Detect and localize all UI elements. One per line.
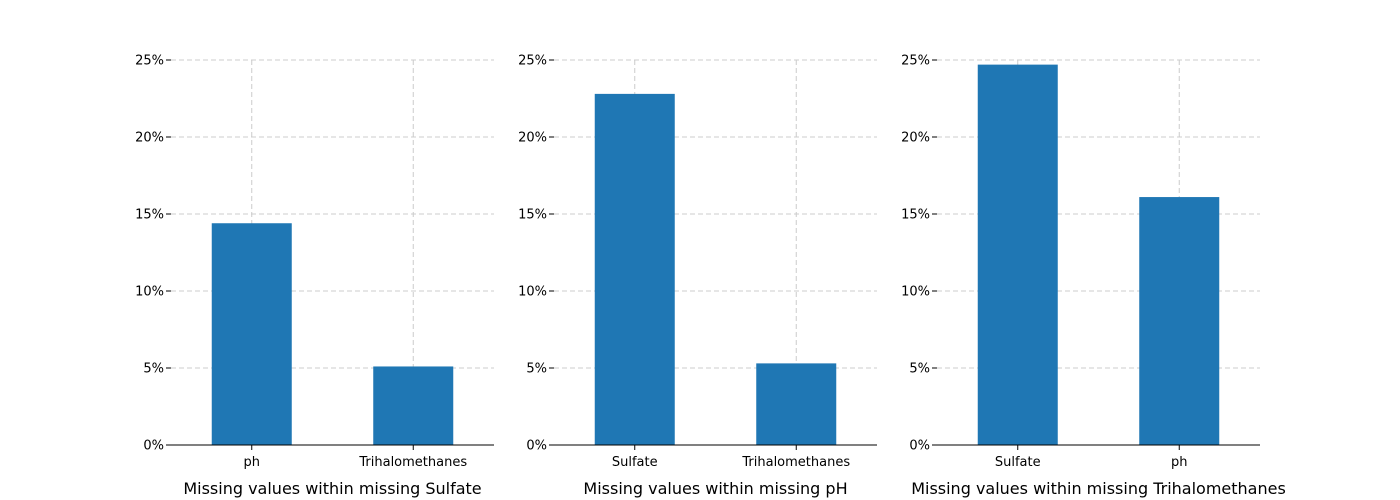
y-tick-label: 15% — [901, 208, 930, 223]
x-tick-label: Trihalomethanes — [358, 455, 467, 470]
y-tick-label: 15% — [135, 208, 164, 223]
bar-trihalomethanes — [373, 366, 454, 445]
bar-ph — [211, 223, 292, 445]
x-tick-label: ph — [1171, 455, 1188, 470]
x-axis-label: Missing values within missing pH — [583, 479, 847, 498]
chart-panel-3: 0% 5% 10% 15% 20% 25% Sulfate ph Missing values … — [901, 54, 1286, 499]
bar-ph — [1139, 197, 1220, 445]
x-tick-label: Sulfate — [612, 455, 658, 470]
y-tick-label: 25% — [901, 54, 930, 69]
y-tick-label: 0% — [143, 439, 164, 454]
y-tick-label: 5% — [909, 362, 930, 377]
y-tick-label: 0% — [909, 439, 930, 454]
y-tick-label: 20% — [135, 131, 164, 146]
y-tick-label: 25% — [518, 54, 547, 69]
y-tick-label: 25% — [135, 54, 164, 69]
bar-sulfate — [594, 93, 675, 445]
y-tick-label: 20% — [901, 131, 930, 146]
chart-panel-2: 0% 5% 10% 15% 20% 25% Sulfate Trihalomethanes Mi… — [518, 54, 877, 498]
y-tick-label: 5% — [526, 362, 547, 377]
y-tick-label: 10% — [518, 285, 547, 300]
x-axis-label: Missing values within missing Trihalomet… — [911, 479, 1286, 498]
y-tick-label: 5% — [143, 362, 164, 377]
y-tick-label: 15% — [518, 208, 547, 223]
x-tick-label: Trihalomethanes — [741, 455, 850, 470]
y-tick-label: 0% — [526, 439, 547, 454]
y-tick-label: 10% — [135, 285, 164, 300]
bar-trihalomethanes — [756, 363, 837, 445]
x-axis-label: Missing values within missing Sulfate — [183, 479, 481, 498]
x-tick-label: ph — [244, 455, 261, 470]
y-tick-label: 10% — [901, 285, 930, 300]
x-tick-label: Sulfate — [995, 455, 1041, 470]
bar-sulfate — [977, 64, 1058, 446]
y-tick-label: 20% — [518, 131, 547, 146]
chart-panel-1: 0% 5% 10% 15% 20% 25% ph Trihalomethanes Missing… — [135, 54, 494, 498]
